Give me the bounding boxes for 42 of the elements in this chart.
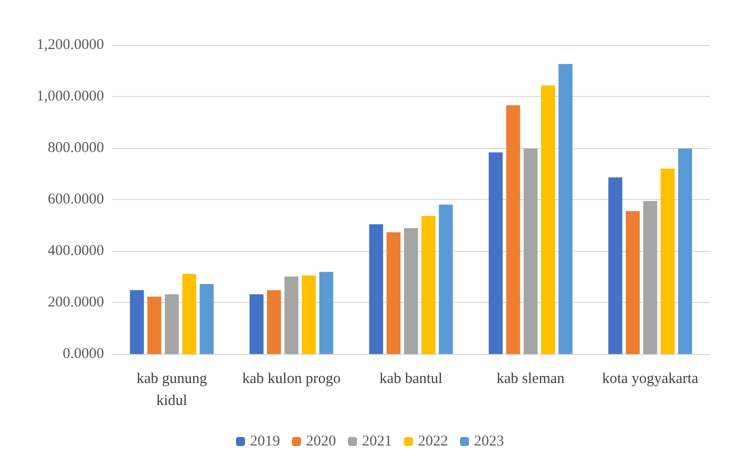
y-tick-label: 800.0000 <box>48 140 104 156</box>
bar <box>558 64 572 354</box>
bar <box>421 216 436 354</box>
bar <box>386 232 401 354</box>
bar <box>404 228 418 354</box>
y-tick-label: 200.0000 <box>48 294 104 310</box>
bar <box>678 148 692 354</box>
bar <box>660 168 675 354</box>
bar <box>608 177 622 354</box>
bar <box>541 85 556 354</box>
y-tick-label: 1,000.0000 <box>36 88 104 104</box>
bar <box>250 294 264 354</box>
bar <box>200 284 214 354</box>
bar <box>266 290 281 354</box>
bar <box>130 290 144 354</box>
bar <box>164 294 179 354</box>
bar <box>147 296 162 354</box>
y-tick-label: 1,200.0000 <box>36 37 104 53</box>
x-tick-label: kab kulon progo <box>242 371 341 387</box>
bar <box>438 204 453 354</box>
x-tick-label: kab gunung kidul <box>136 371 208 409</box>
bar <box>643 201 658 354</box>
x-tick-label: kota yogyakarta <box>602 371 699 387</box>
bar <box>488 152 503 354</box>
y-tick-label: 400.0000 <box>48 243 104 259</box>
bar <box>369 224 384 354</box>
x-tick-label: kab bantul <box>380 371 442 387</box>
bar <box>284 276 298 354</box>
y-tick-label: 0.0000 <box>62 346 104 362</box>
bar <box>182 274 196 354</box>
legend-label: 2020 <box>306 434 336 450</box>
legend-label: 2019 <box>250 434 280 450</box>
bar <box>506 105 520 354</box>
legend-label: 2023 <box>474 434 504 450</box>
y-tick-label: 600.0000 <box>48 192 104 208</box>
legend-label: 2021 <box>362 434 392 450</box>
legend-label: 2022 <box>418 434 448 450</box>
bar <box>302 275 316 354</box>
bar <box>319 272 334 354</box>
bar <box>626 211 640 354</box>
x-tick-label: kab sleman <box>496 371 566 387</box>
bar <box>524 148 538 354</box>
